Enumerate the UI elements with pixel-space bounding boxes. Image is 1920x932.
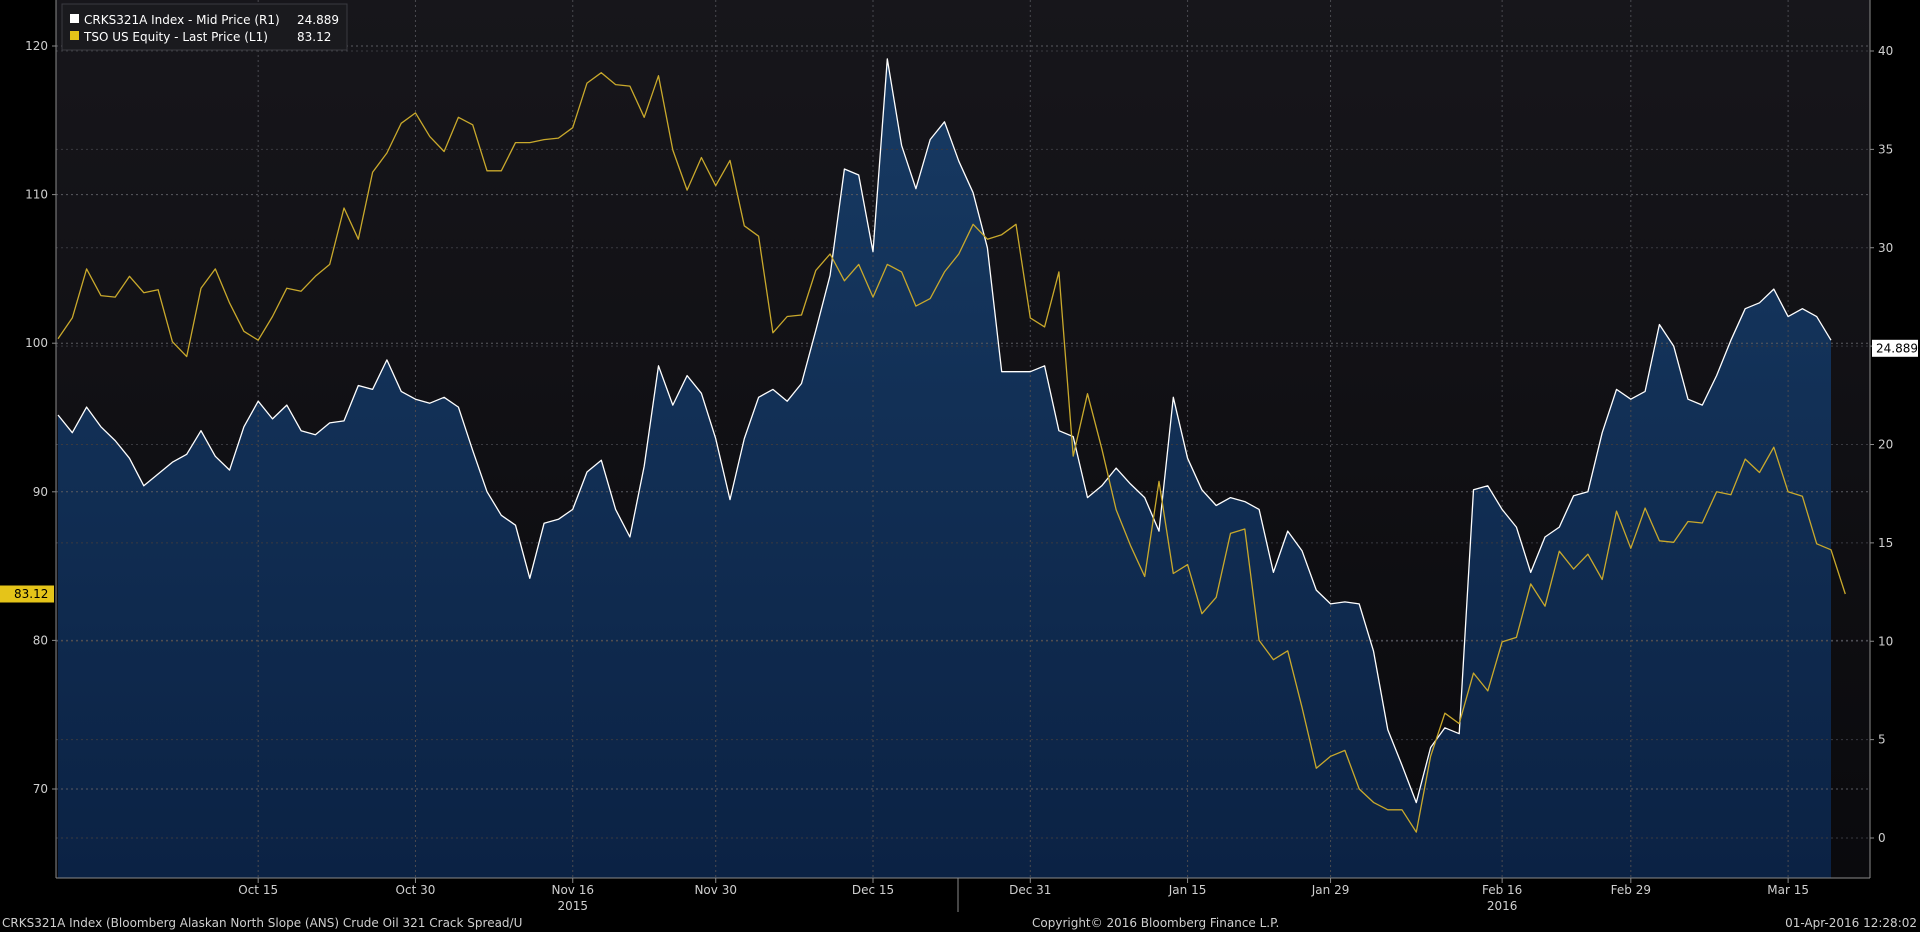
right-value-tag: 24.889 (1872, 339, 1918, 357)
right-tick-label-30: 30 (1878, 241, 1893, 255)
x-tick-label-1: Oct 30 (396, 883, 436, 897)
legend-label-crks: CRKS321A Index - Mid Price (R1) (84, 13, 280, 27)
legend-swatch-gold (70, 31, 79, 40)
right-tick-label-40: 40 (1878, 44, 1893, 58)
legend-value-crks: 24.889 (297, 13, 339, 27)
right-tick-label-35: 35 (1878, 142, 1893, 156)
footer-copyright: Copyright© 2016 Bloomberg Finance L.P. (1032, 916, 1279, 930)
series-line-crks (57, 58, 1832, 804)
x-tick-label-8: Feb 16 (1482, 883, 1522, 897)
legend-swatch-white (70, 14, 79, 23)
legend-box (61, 3, 348, 51)
legend-value-tso: 83.12 (297, 30, 331, 44)
x-tick-label-7: Jan 29 (1311, 883, 1350, 897)
series-line-tso (57, 72, 1846, 833)
x-tick-label-0: Oct 15 (238, 883, 278, 897)
legend-label-tso: TSO US Equity - Last Price (L1) (83, 30, 268, 44)
left-value-tag-text: 83.12 (14, 587, 48, 601)
footer-description: CRKS321A Index (Bloomberg Alaskan North … (2, 916, 522, 930)
left-tick-label-70: 70 (33, 782, 48, 796)
left-tick-label-100: 100 (25, 336, 48, 350)
left-tick-label-110: 110 (25, 188, 48, 202)
x-tick-label-10: Mar 15 (1767, 883, 1809, 897)
x-tick-label-3: Nov 30 (694, 883, 737, 897)
area-layer (58, 58, 1831, 878)
grid-layer (56, 0, 1870, 878)
right-tick-label-15: 15 (1878, 536, 1893, 550)
right-tick-label-10: 10 (1878, 634, 1893, 648)
tick-layer: 7080901001101200510152025303540Oct 15Oct… (25, 39, 1893, 913)
left-value-tag: 83.12 (0, 585, 54, 603)
right-value-tag-text: 24.889 (1876, 341, 1918, 355)
footer-timestamp: 01-Apr-2016 12:28:02 (1785, 916, 1917, 930)
x-tick-label-5: Dec 31 (1009, 883, 1051, 897)
left-tick-label-120: 120 (25, 39, 48, 53)
x-tick-label-4: Dec 15 (852, 883, 894, 897)
line-layer (57, 58, 1846, 833)
x-tick-label-9: Feb 29 (1611, 883, 1651, 897)
x-tick-label-6: Jan 15 (1168, 883, 1207, 897)
series-area-crks (58, 58, 1831, 878)
x-tick-label-2: Nov 16 (551, 883, 594, 897)
right-tick-label-20: 20 (1878, 438, 1893, 452)
right-value-tag-box (1872, 339, 1918, 357)
axis-layer (55, 0, 1871, 879)
left-value-tag-box (0, 585, 54, 603)
right-tick-label-0: 0 (1878, 831, 1886, 845)
year-label-1: 2016 (1487, 899, 1518, 913)
left-tick-label-80: 80 (33, 633, 48, 647)
year-label-0: 2015 (557, 899, 588, 913)
right-tick-label-5: 5 (1878, 733, 1886, 747)
legend: CRKS321A Index - Mid Price (R1) 24.889 T… (61, 3, 348, 51)
left-tick-label-90: 90 (33, 485, 48, 499)
